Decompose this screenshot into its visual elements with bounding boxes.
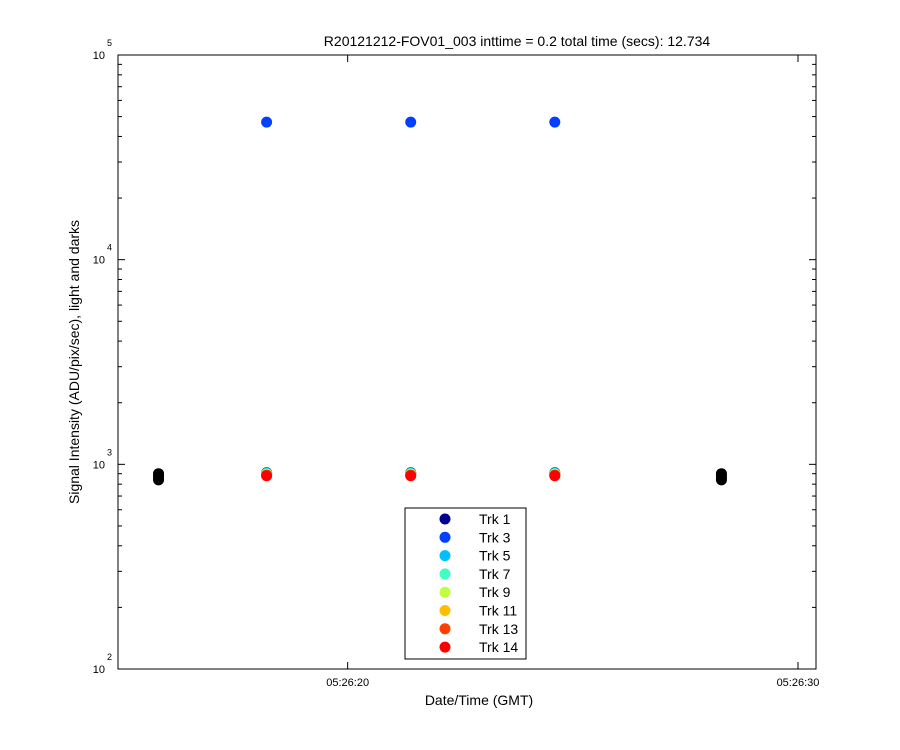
- legend-label: Trk 13: [479, 621, 518, 637]
- legend-marker: [439, 586, 451, 598]
- legend-label: Trk 5: [479, 548, 511, 564]
- legend-marker: [439, 568, 451, 580]
- point-trk-3: [549, 116, 561, 128]
- x-tick-label: 05:26:20: [326, 677, 369, 689]
- legend-marker: [439, 623, 451, 635]
- y-tick-label: 10: [93, 664, 105, 676]
- data-points: [153, 116, 727, 486]
- point-trk-3: [261, 116, 273, 128]
- legend-label: Trk 1: [479, 511, 511, 527]
- legend-marker: [439, 513, 451, 525]
- legend-marker: [439, 550, 451, 562]
- point-trk-3: [405, 116, 417, 128]
- legend-label: Trk 9: [479, 584, 511, 600]
- y-tick-label: 10: [93, 255, 105, 267]
- x-axis-title: Date/Time (GMT): [425, 692, 533, 708]
- legend: Trk 1 Trk 3 Trk 5 Trk 7 Trk 9 Trk 11 Trk 13 Trk…: [404, 507, 527, 660]
- y-tick-exponent: 3: [107, 447, 112, 457]
- x-tick-label: 05:26:30: [777, 677, 820, 689]
- y-axis-title: Signal Intensity (ADU/pix/sec), light an…: [66, 220, 82, 504]
- legend-marker: [439, 531, 451, 543]
- legend-label: Trk 14: [479, 639, 518, 655]
- y-tick-exponent: 4: [107, 243, 112, 253]
- point-trk-14: [261, 470, 273, 482]
- point-trk-14: [549, 470, 561, 482]
- legend-label: Trk 7: [479, 566, 511, 582]
- y-tick-exponent: 5: [107, 38, 112, 48]
- legend-box: [404, 507, 527, 660]
- legend-marker: [439, 641, 451, 653]
- y-tick-exponent: 2: [107, 652, 112, 662]
- legend-label: Trk 11: [479, 603, 517, 619]
- dark-point: [153, 468, 165, 480]
- chart-title: R20121212-FOV01_003 inttime = 0.2 total …: [324, 33, 711, 49]
- legend-label: Trk 3: [479, 529, 511, 545]
- dark-point: [715, 468, 727, 480]
- legend-marker: [439, 605, 451, 616]
- y-tick-label: 10: [93, 459, 105, 471]
- y-tick-label: 10: [93, 50, 105, 62]
- point-trk-14: [405, 470, 417, 482]
